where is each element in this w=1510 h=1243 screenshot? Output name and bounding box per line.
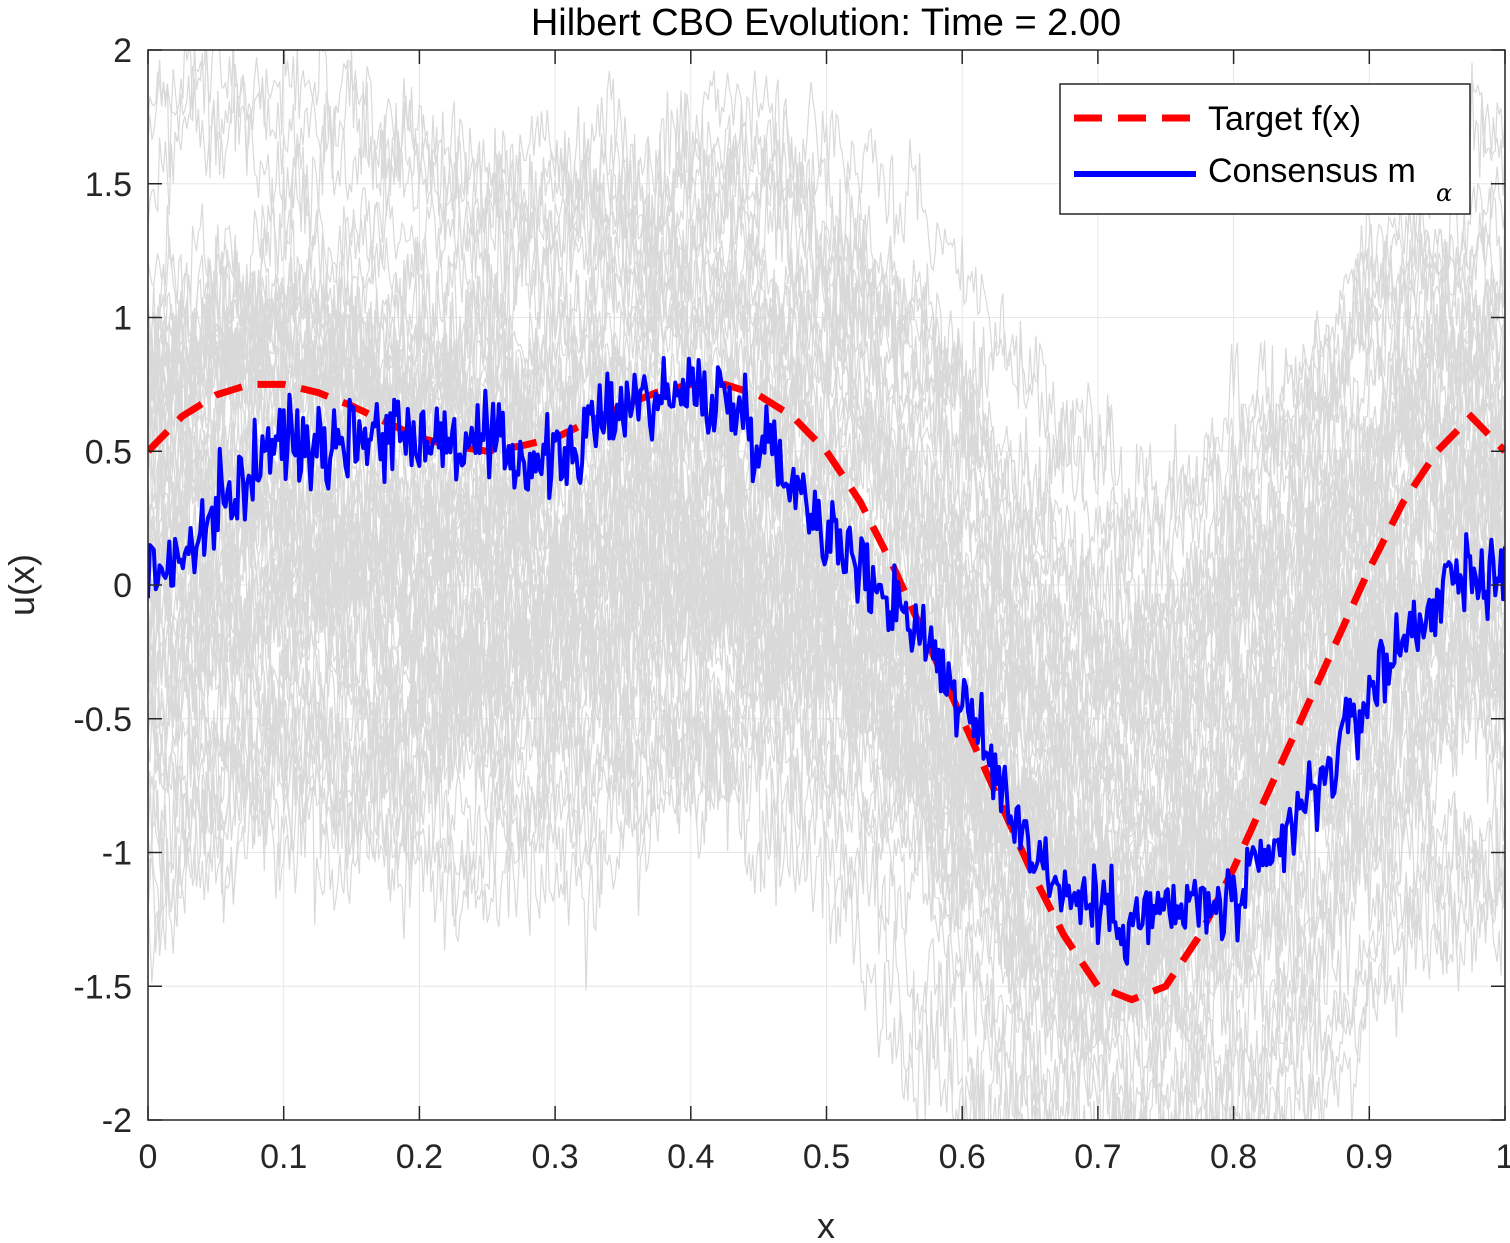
- legend-target-label: Target f(x): [1208, 100, 1361, 138]
- y-tick-label: 0: [113, 567, 132, 605]
- y-tick-label: 2: [113, 32, 132, 70]
- particle-trace: [148, 542, 1505, 1120]
- y-tick-label: -0.5: [73, 701, 132, 739]
- legend: Target f(x) Consensus m α: [1059, 83, 1471, 215]
- x-tick-label: 0.1: [260, 1138, 307, 1176]
- y-axis-label: u(x): [1, 554, 42, 616]
- y-tick-label: -1: [102, 835, 132, 873]
- series-lines: [148, 356, 1505, 1004]
- particle-trace: [148, 515, 1505, 1120]
- y-tick-label: -2: [102, 1102, 132, 1140]
- chart-title: Hilbert CBO Evolution: Time = 2.00: [531, 2, 1121, 44]
- y-tick-label: 1.5: [85, 166, 132, 204]
- particle-trace: [148, 50, 1505, 731]
- legend-box: [1059, 83, 1471, 215]
- legend-consensus-label: Consensus m: [1208, 152, 1416, 190]
- y-tick-label: -1.5: [73, 968, 132, 1006]
- x-tick-label: 0.6: [939, 1138, 986, 1176]
- x-tick-label: 0: [139, 1138, 158, 1176]
- y-tick-label: 0.5: [85, 433, 132, 471]
- particle-trace: [148, 569, 1505, 991]
- particle-trace: [148, 412, 1505, 999]
- particle-traces: [148, 50, 1505, 1120]
- particle-trace: [148, 262, 1505, 800]
- particle-trace: [148, 447, 1505, 1030]
- particle-trace: [148, 634, 1505, 1038]
- x-tick-label: 0.8: [1210, 1138, 1257, 1176]
- y-tick-label: 1: [113, 300, 132, 338]
- legend-consensus-subscript: α: [1436, 179, 1452, 207]
- x-tick-label: 1: [1496, 1138, 1510, 1176]
- particle-trace: [148, 254, 1505, 851]
- particle-trace: [148, 491, 1505, 1041]
- particle-trace: [148, 166, 1505, 630]
- x-tick-label: 0.2: [396, 1138, 443, 1176]
- x-axis-label: x: [817, 1205, 835, 1243]
- x-tick-label: 0.7: [1074, 1138, 1121, 1176]
- x-tick-label: 0.9: [1346, 1138, 1393, 1176]
- particle-trace: [148, 138, 1505, 705]
- particle-trace: [148, 90, 1505, 800]
- x-tick-label: 0.5: [803, 1138, 850, 1176]
- axis-ticks: 0 0.1 0.2 0.3 0.4 0.5 0.6 0.7 0.8 0.9 1 2 1.5 1 0.5 0 -0…: [73, 32, 1510, 1176]
- particle-trace: [148, 508, 1505, 1120]
- consensus-line: [148, 356, 1505, 966]
- x-tick-label: 0.4: [667, 1138, 714, 1176]
- x-tick-label: 0.3: [531, 1138, 578, 1176]
- particle-trace: [148, 622, 1505, 1029]
